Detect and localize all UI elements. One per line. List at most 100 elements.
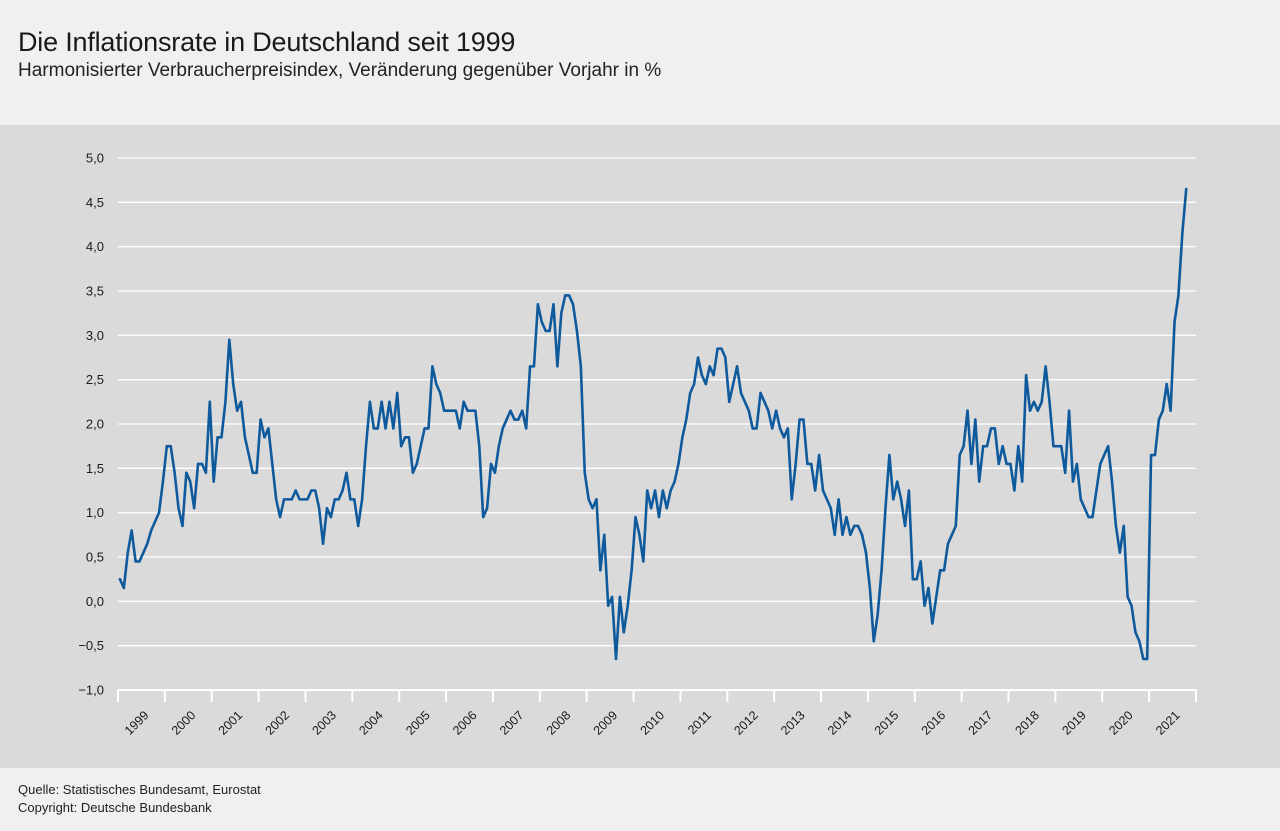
data-point xyxy=(560,311,563,315)
x-tick-label: 2011 xyxy=(685,708,714,737)
data-point xyxy=(606,604,610,607)
data-point xyxy=(942,569,946,572)
y-tick-label: 0,0 xyxy=(86,594,104,609)
data-point xyxy=(821,489,825,492)
x-tick-label: 2020 xyxy=(1106,708,1136,738)
data-point xyxy=(731,382,735,386)
x-tick-label: 2013 xyxy=(778,708,808,738)
data-point xyxy=(189,480,192,483)
data-point xyxy=(583,471,586,474)
data-point xyxy=(146,542,149,545)
data-point xyxy=(1161,409,1165,412)
data-point xyxy=(235,409,239,412)
data-point xyxy=(341,489,344,492)
data-point xyxy=(403,436,407,439)
data-point xyxy=(544,329,547,333)
data-point xyxy=(1079,498,1082,501)
data-point xyxy=(274,498,278,501)
data-point xyxy=(466,409,469,412)
data-point xyxy=(485,507,489,510)
data-point xyxy=(357,524,360,528)
data-point xyxy=(782,436,786,439)
data-point xyxy=(825,498,829,501)
data-point xyxy=(150,529,153,532)
data-point xyxy=(880,569,883,572)
data-point xyxy=(759,391,762,395)
footer xyxy=(0,770,1280,831)
x-tick-label: 1999 xyxy=(122,708,152,738)
data-point xyxy=(349,498,352,501)
series-line xyxy=(118,187,1188,661)
data-point xyxy=(884,507,887,510)
data-point xyxy=(591,507,594,510)
data-point xyxy=(446,409,450,412)
y-tick-label: −1,0 xyxy=(78,683,104,698)
data-point xyxy=(1075,462,1079,466)
data-point xyxy=(286,498,290,501)
y-tick-label: 5,0 xyxy=(86,151,104,166)
data-point xyxy=(1110,480,1114,483)
data-point xyxy=(642,560,645,563)
data-point xyxy=(638,533,641,537)
data-point xyxy=(958,453,961,457)
data-point xyxy=(743,400,747,404)
data-point xyxy=(704,382,708,386)
data-point xyxy=(1130,604,1133,607)
data-point xyxy=(747,409,750,412)
data-point xyxy=(896,480,899,483)
data-point xyxy=(771,427,774,430)
data-point xyxy=(407,436,411,439)
data-point xyxy=(228,338,231,341)
data-point xyxy=(946,542,950,545)
chart-title: Die Inflationsrate in Deutschland seit 1… xyxy=(18,27,516,57)
data-point xyxy=(204,471,208,474)
data-point xyxy=(1106,444,1110,448)
data-point xyxy=(505,418,508,421)
data-point xyxy=(267,427,270,430)
gridlines xyxy=(118,157,1196,691)
data-point xyxy=(442,409,446,412)
data-point xyxy=(282,498,286,501)
data-point xyxy=(200,462,204,466)
data-point xyxy=(212,480,215,483)
x-tick-label: 2016 xyxy=(919,708,949,738)
data-point xyxy=(794,462,797,466)
data-point xyxy=(1153,453,1157,457)
data-point xyxy=(380,400,383,404)
data-point xyxy=(685,418,688,421)
data-point xyxy=(997,462,1000,466)
data-point xyxy=(849,533,852,537)
data-point xyxy=(384,427,387,430)
data-point xyxy=(978,480,981,483)
data-point xyxy=(224,400,227,404)
data-point xyxy=(587,498,590,501)
data-point xyxy=(481,515,485,519)
data-point xyxy=(497,444,501,448)
data-point xyxy=(571,303,575,306)
data-point xyxy=(329,515,333,519)
data-point xyxy=(415,462,418,466)
data-point xyxy=(614,657,618,661)
data-point xyxy=(575,329,579,333)
data-point xyxy=(1017,444,1020,448)
data-point xyxy=(1157,418,1161,421)
data-point xyxy=(478,444,481,448)
series-layer xyxy=(118,187,1188,661)
data-point xyxy=(915,577,918,581)
data-point xyxy=(778,427,782,430)
data-point xyxy=(692,382,696,386)
data-point xyxy=(517,418,520,421)
data-point xyxy=(1024,374,1028,377)
data-point xyxy=(1044,365,1047,368)
data-point xyxy=(735,365,739,368)
data-point xyxy=(622,631,625,634)
data-point xyxy=(1052,444,1055,448)
data-point xyxy=(630,569,633,572)
data-point xyxy=(536,303,540,306)
x-tick-label: 2017 xyxy=(966,708,996,738)
data-point xyxy=(1071,480,1075,483)
data-point xyxy=(966,409,969,412)
y-axis: −1,0 −0,5 0,0 0,5 1,0 1,5 2,0 2,5 3,0 3,5 4,0 4,5 5,… xyxy=(78,151,104,698)
data-point xyxy=(552,303,555,306)
data-point xyxy=(661,489,665,492)
